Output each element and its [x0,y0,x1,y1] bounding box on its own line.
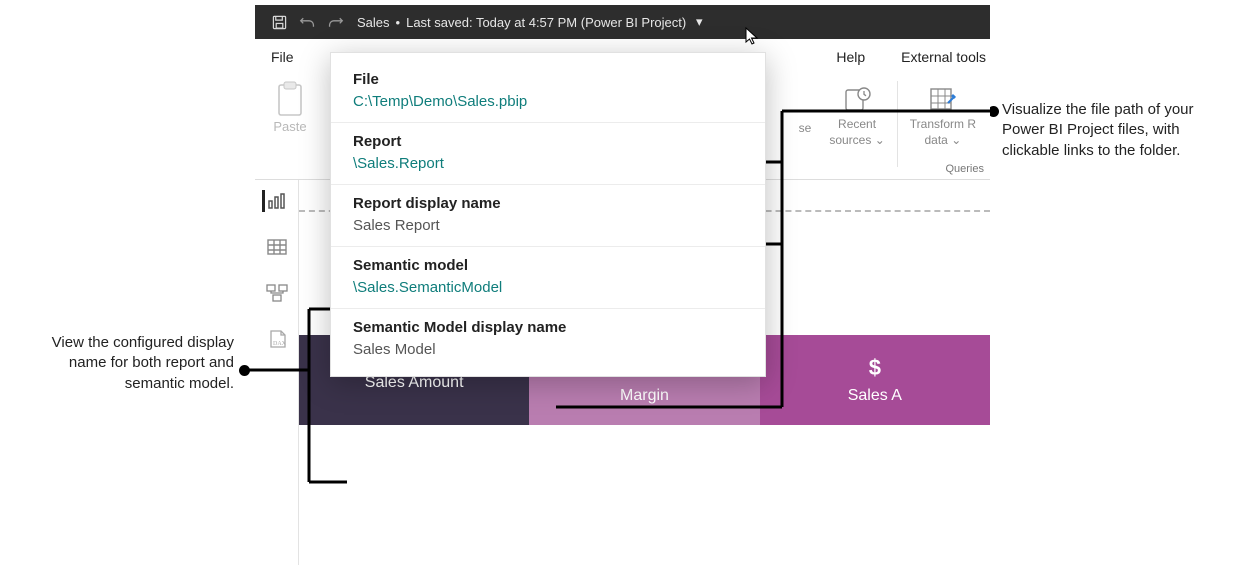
recent-sources-button-fragment[interactable]: se [793,81,818,167]
title-bar: Sales • Last saved: Today at 4:57 PM (Po… [255,5,990,39]
callout-display-name: View the configured display name for bot… [38,333,234,394]
popup-file-section: File C:\Temp\Demo\Sales.pbip [331,61,765,123]
tab-help[interactable]: Help [832,43,869,71]
callout-dot-left [239,365,250,376]
report-path-link[interactable]: \Sales.Report [353,155,743,172]
undo-icon[interactable] [293,5,321,39]
rib-se-fragment: se [799,121,812,135]
clipboard-icon [274,81,306,119]
tab-external-tools[interactable]: External tools [897,43,990,71]
title-text[interactable]: Sales • Last saved: Today at 4:57 PM (Po… [357,14,706,30]
redo-icon[interactable] [321,5,349,39]
recent-label-top: Recent [838,117,876,131]
callout-file-path: Visualize the file path of your Power BI… [1002,100,1212,161]
tab-file[interactable]: File [267,43,298,71]
popup-sm-heading: Semantic model [353,257,743,274]
last-saved-text: Last saved: Today at 4:57 PM (Power BI P… [406,15,686,30]
chevron-down-icon[interactable]: ▾ [692,14,706,30]
popup-report-heading: Report [353,133,743,150]
tile-label: Margin [620,387,669,405]
tile-sales-a[interactable]: $ Sales A [760,335,990,425]
transform-data-icon [928,85,958,115]
title-sep: • [396,15,401,30]
popup-report-dn-section: Report display name Sales Report [331,185,765,247]
recent-sources-button[interactable]: Recent sources ⌄ [823,81,890,167]
chevron-down-icon: ⌄ [875,133,885,147]
recent-label-bottom: sources [829,133,871,147]
paste-label: Paste [273,119,306,134]
table-view-icon[interactable] [264,236,290,258]
popup-report-section: Report \Sales.Report [331,123,765,185]
file-info-popup: File C:\Temp\Demo\Sales.pbip Report \Sal… [330,52,766,377]
paste-button[interactable]: Paste [263,81,317,134]
popup-sm-dn-heading: Semantic Model display name [353,319,743,336]
file-name: Sales [357,15,390,30]
transform-label-top: Transform R [910,117,976,131]
save-icon[interactable] [265,5,293,39]
report-view-icon[interactable] [262,190,288,212]
popup-sm-section: Semantic model \Sales.SemanticModel [331,247,765,309]
popup-report-dn-heading: Report display name [353,195,743,212]
recent-sources-icon [842,85,872,115]
svg-text:DAX: DAX [273,341,287,347]
model-view-icon[interactable] [264,282,290,304]
transform-label-bottom: data [925,133,948,147]
file-path-link[interactable]: C:\Temp\Demo\Sales.pbip [353,93,743,110]
report-display-name: Sales Report [353,217,743,234]
queries-group-label: Queries [945,163,984,175]
popup-sm-dn-section: Semantic Model display name Sales Model [331,309,765,370]
tile-label: Sales A [848,387,902,405]
sm-display-name: Sales Model [353,341,743,358]
chevron-down-icon: ⌄ [951,133,961,147]
popup-file-heading: File [353,71,743,88]
transform-data-button[interactable]: Transform R data ⌄ [904,81,982,167]
view-switcher: DAX [255,180,299,565]
sm-path-link[interactable]: \Sales.SemanticModel [353,279,743,296]
tile-metric: $ [869,355,881,381]
dax-view-icon[interactable]: DAX [264,328,290,350]
